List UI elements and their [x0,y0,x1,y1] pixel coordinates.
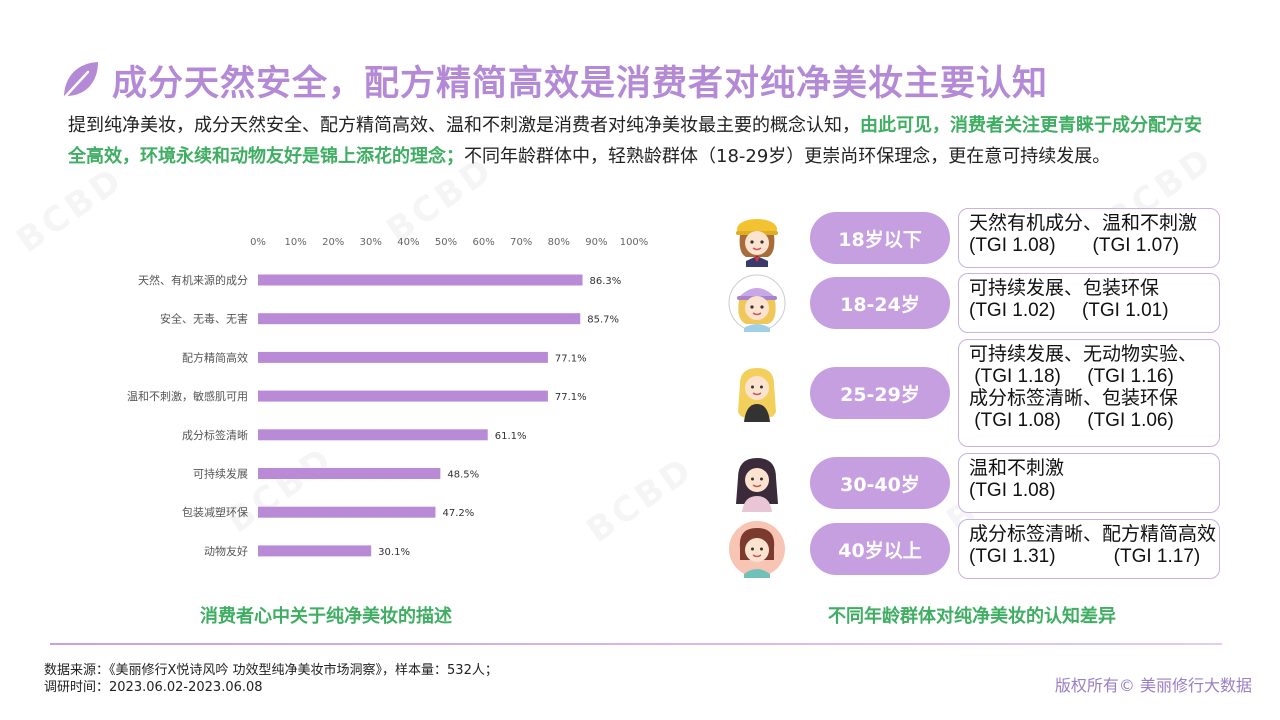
age-label-pill: 40岁以上 [810,523,950,575]
data-label: 30.1% [378,547,410,558]
bar [258,390,548,402]
category-label: 天然、有机来源的成分 [138,273,248,287]
bar [258,313,581,325]
tgi-line: 成分标签清晰、配方精简高效 [969,524,1217,545]
girl-yellow-hat-icon [728,209,786,267]
copyright: 版权所有© 美丽修行大数据 [1054,676,1252,695]
tgi-line: (TGI 1.08) (TGI 1.07) [969,235,1180,256]
category-label: 可持续发展 [193,467,248,481]
tgi-line: (TGI 1.31) (TGI 1.17) [969,546,1201,567]
intro-highlight: 由此可见，消费者关注更青睐于成分配方安全高效，环境永续和动物友好是锦上添花的理念… [68,115,1202,167]
data-label: 47.2% [442,508,474,519]
x-tick-label: 80% [548,237,570,248]
age-group-row: 18-24岁 可持续发展、包装环保 (TGI 1.02) (TGI 1.01) [722,273,1222,333]
age-group-row: 30-40岁 温和不刺激 (TGI 1.08) [722,453,1222,513]
bar-chart: 0% 10% 20% 30% 40% 50% 60% 70% 80% 90% 100% 天然、有机来源… [127,237,649,558]
data-label: 48.5% [447,470,479,481]
tgi-info-box: 成分标签清晰、配方精简高效 (TGI 1.31) (TGI 1.17) [958,519,1220,579]
dark-hair-woman-icon [728,454,786,512]
tgi-line: 温和不刺激 [969,458,1065,479]
intro-paragraph: 提到纯净美妆，成分天然安全、配方精简高效、温和不刺激是消费者对纯净美妆最主要的概… [68,110,1208,172]
age-label-pill: 25-29岁 [810,367,950,419]
tgi-line: (TGI 1.18) (TGI 1.16) [969,366,1174,387]
tgi-line: 成分标签清晰、包装环保 [969,388,1179,409]
bar [258,429,488,441]
x-tick-label: 70% [510,237,532,248]
data-source: 数据来源：《美丽修行X悦诗风吟 功效型纯净美妆市场洞察》，样本量：532人； 调… [44,662,498,696]
x-tick-label: 0% [250,237,266,248]
age-panel-caption: 不同年龄群体对纯净美妆的认知差异 [828,606,1116,627]
intro-text: 提到纯净美妆，成分天然安全、配方精简高效、温和不刺激是消费者对纯净美妆最主要的概… [68,115,860,136]
x-tick-label: 10% [284,237,306,248]
age-group-row: 18岁以下 天然有机成分、温和不刺激 (TGI 1.08) (TGI 1.07) [722,208,1222,268]
title-bar: 成分天然安全，配方精简高效是消费者对纯净美妆主要认知 [58,52,1048,108]
bar [258,468,441,479]
bar [258,274,583,286]
data-label: 61.1% [495,431,527,442]
data-label: 85.7% [587,315,619,326]
tgi-info-box: 可持续发展、无动物实验、 (TGI 1.18) (TGI 1.16) 成分标签清晰… [958,339,1220,447]
girl-purple-cap-icon [728,274,786,332]
bar [258,545,372,557]
tgi-line: (TGI 1.08) (TGI 1.06) [969,410,1174,431]
chart-caption: 消费者心中关于纯净美妆的描述 [200,606,452,627]
x-tick-label: 40% [397,237,419,248]
category-label: 成分标签清晰 [182,428,248,442]
category-label: 温和不刺激，敏感肌可用 [127,389,248,403]
category-label: 动物友好 [204,544,248,558]
bar [258,351,548,363]
tgi-line: 可持续发展、无动物实验、 [969,344,1198,365]
mature-woman-icon [728,520,786,578]
x-tick-label: 100% [620,237,649,248]
tgi-line: (TGI 1.02) (TGI 1.01) [969,300,1169,321]
age-group-row: 40岁以上 成分标签清晰、配方精简高效 (TGI 1.31) (TGI 1.17) [722,519,1222,579]
age-label-pill: 18-24岁 [810,277,950,329]
survey-period: 调研时间：2023.06.02-2023.06.08 [44,680,263,695]
x-tick-label: 60% [472,237,494,248]
tgi-info-box: 天然有机成分、温和不刺激 (TGI 1.08) (TGI 1.07) [958,208,1220,268]
bar [258,506,436,518]
tgi-line: 可持续发展、包装环保 [969,278,1160,299]
tgi-info-box: 温和不刺激 (TGI 1.08) [958,453,1220,513]
intro-text-2: 不同年龄群体中，轻熟龄群体（18-29岁）更崇尚环保理念，更在意可持续发展。 [464,146,1111,167]
x-tick-label: 50% [435,237,457,248]
data-label: 86.3% [589,276,621,287]
category-label: 安全、无毒、无害 [160,312,248,326]
page-title: 成分天然安全，配方精简高效是消费者对纯净美妆主要认知 [112,63,1049,104]
tgi-info-box: 可持续发展、包装环保 (TGI 1.02) (TGI 1.01) [958,273,1220,333]
age-label-pill: 30-40岁 [810,457,950,509]
category-label: 配方精简高效 [182,350,248,364]
blonde-woman-icon [728,364,786,422]
source-text: 数据来源：《美丽修行X悦诗风吟 功效型纯净美妆市场洞察》，样本量：532人； [44,663,498,678]
age-label-pill: 18岁以下 [810,212,950,264]
footer-divider [50,643,1222,645]
x-tick-label: 90% [585,237,607,248]
category-label: 包装减塑环保 [182,505,248,519]
data-label: 77.1% [555,392,587,403]
x-tick-label: 30% [360,237,382,248]
data-label: 77.1% [555,353,587,364]
x-tick-label: 20% [322,237,344,248]
tgi-line: 天然有机成分、温和不刺激 [969,213,1198,234]
tgi-line: (TGI 1.08) [969,480,1056,501]
leaf-icon [62,62,98,100]
age-group-row: 25-29岁 可持续发展、无动物实验、 (TGI 1.18) (TGI 1.16)… [722,339,1222,447]
